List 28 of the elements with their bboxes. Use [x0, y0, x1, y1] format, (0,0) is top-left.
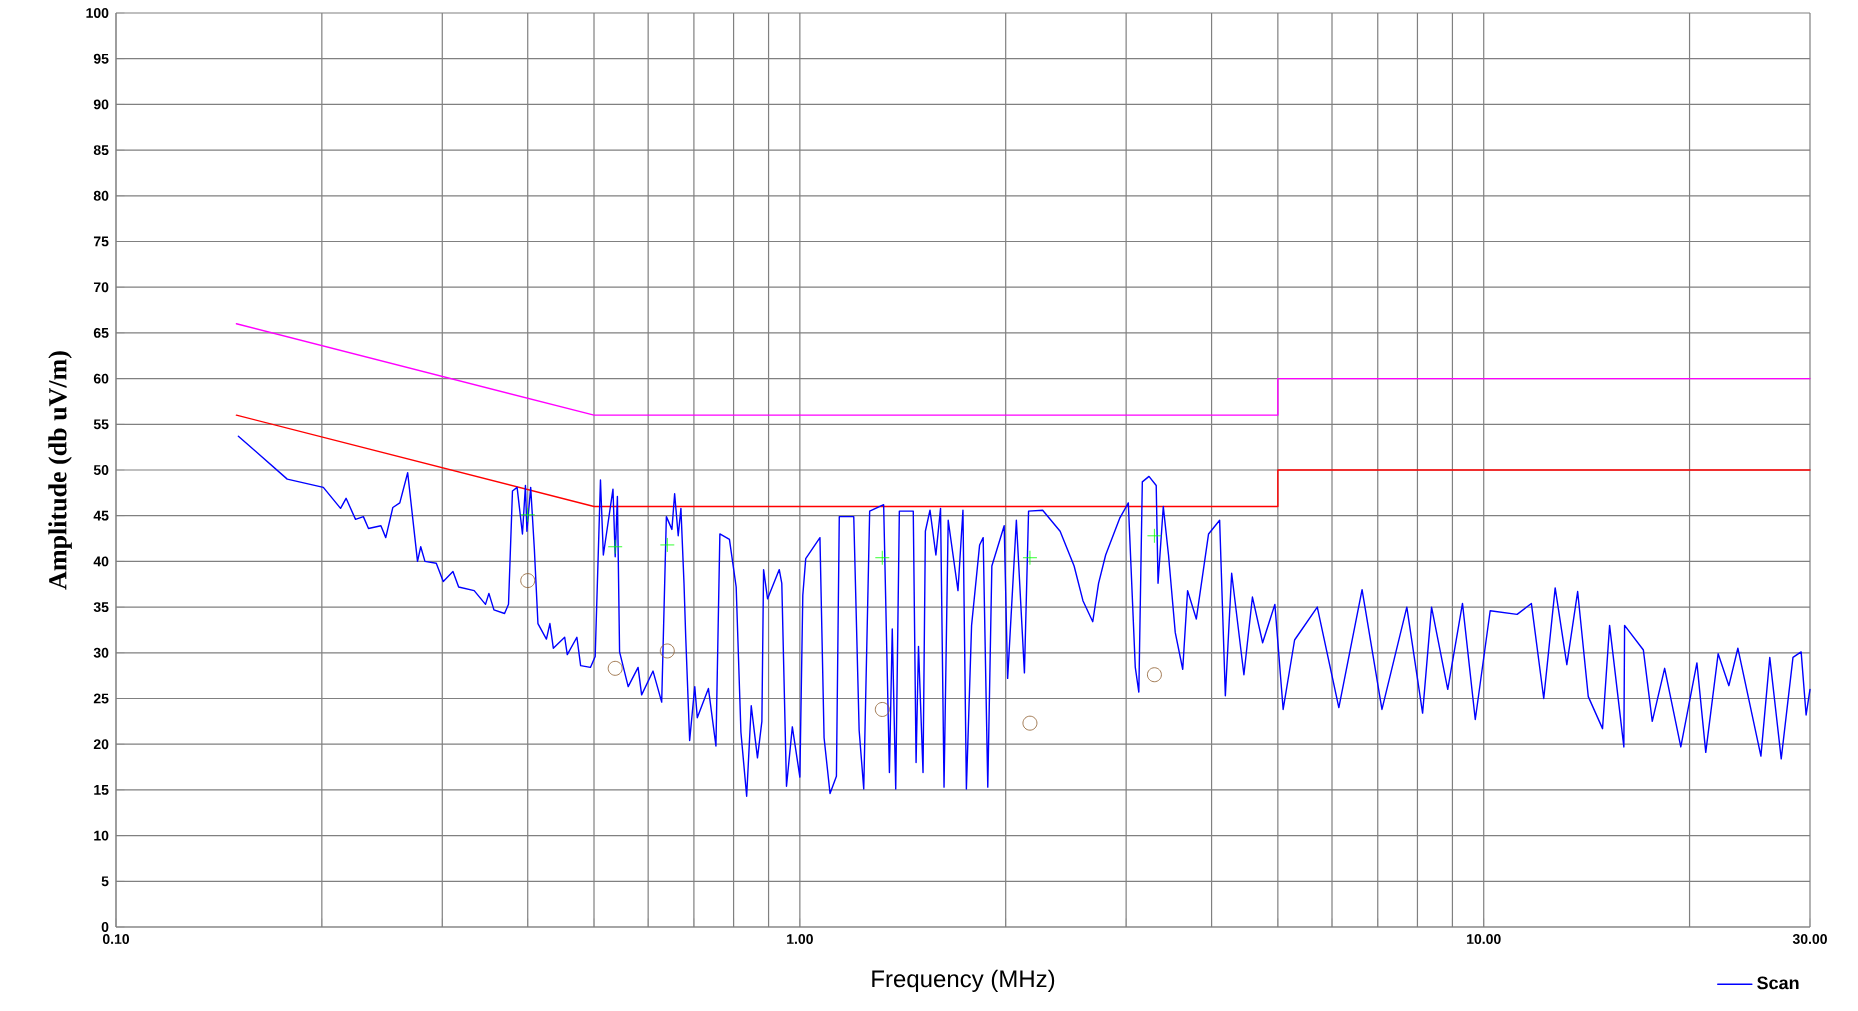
x-axis-title: Frequency (MHz) [872, 969, 1055, 993]
y-tick-label: 45 [93, 510, 109, 521]
y-tick-label: 75 [93, 236, 109, 247]
y-tick-label: 55 [93, 419, 109, 430]
y-tick-label: 40 [93, 556, 109, 567]
y-tick-label: 30 [93, 647, 109, 658]
y-tick-label: 95 [93, 53, 109, 64]
y-tick-label: 100 [86, 8, 109, 18]
y-tick-label: 65 [93, 327, 109, 338]
y-tick-label: 90 [93, 99, 109, 110]
y-tick-label: 60 [93, 373, 109, 384]
y-tick-label: 10 [94, 830, 109, 841]
x-tick-label: 30.00 [1792, 934, 1827, 944]
y-tick-label: 0 [101, 922, 109, 932]
y-tick-label: 25 [93, 693, 109, 704]
y-axis-title: Amplitude (db uV/m) [48, 351, 72, 590]
y-tick-label: 70 [93, 282, 109, 293]
x-tick-label: 10.00 [1467, 934, 1501, 944]
y-tick-label: 20 [93, 739, 109, 750]
y-tick-label: 50 [93, 465, 109, 475]
x-tick-label: 0.10 [102, 934, 130, 944]
y-tick-label: 15 [94, 785, 109, 795]
y-tick-label: 35 [93, 602, 109, 613]
legend-label: Scan [1757, 976, 1799, 990]
y-tick-label: 5 [101, 876, 109, 887]
y-tick-label: 85 [93, 145, 109, 156]
x-tick-label: 1.00 [787, 934, 813, 944]
y-tick-label: 80 [93, 190, 109, 201]
